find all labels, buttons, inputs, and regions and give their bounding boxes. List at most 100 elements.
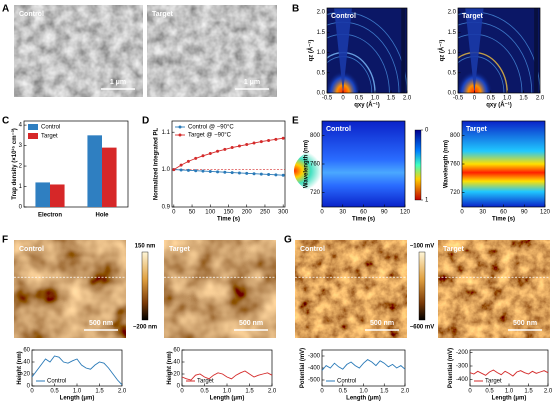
point	[208, 169, 212, 173]
x-tick-label: 50	[189, 210, 196, 216]
x-tick-label: 150	[223, 210, 234, 216]
y-tick-label: 1	[19, 184, 23, 190]
point	[267, 138, 271, 142]
heatmap-image	[462, 121, 545, 207]
y-tick-label: -500	[308, 378, 321, 384]
image-label: Control	[19, 11, 44, 18]
x-tick-label: 0	[468, 389, 472, 395]
y-tick-label: 2.0	[317, 10, 326, 16]
y-tick-label: 0.0	[448, 91, 457, 97]
legend-swatch	[28, 124, 38, 130]
x-tick-label: 0.5	[485, 389, 494, 395]
legend-label: Target	[197, 379, 214, 385]
legend-label: Control	[337, 379, 356, 385]
giwaxs-image	[327, 8, 407, 93]
panel-letter: G	[284, 235, 292, 246]
plot-frame	[326, 7, 408, 94]
legend-label: Target	[41, 134, 58, 140]
image-label: Control	[300, 246, 325, 253]
point	[216, 170, 220, 174]
point	[245, 143, 249, 147]
panel-letter: E	[292, 116, 299, 127]
panel-letter: F	[2, 235, 8, 246]
x-tick-label: 0	[473, 96, 477, 102]
point	[252, 141, 256, 145]
y-tick-label: 1.5	[448, 30, 457, 36]
x-tick-label: 0.5	[50, 389, 59, 395]
x-axis-label: Time (s)	[217, 217, 240, 223]
y-tick-label: 20	[23, 372, 30, 378]
beamstop-shadow	[465, 8, 484, 93]
y-axis-label: Potential (mV)	[300, 348, 306, 388]
x-tick-label: 0	[180, 389, 184, 395]
y-tick-label: 40	[23, 360, 30, 366]
colorbar-min-label: −600 mV	[410, 325, 435, 331]
plot-frame	[457, 7, 541, 94]
x-tick-label: Hole	[95, 213, 109, 219]
x-tick-label: 2.0	[118, 389, 127, 395]
point	[259, 140, 263, 144]
x-tick-label: 0	[460, 210, 464, 216]
detector-gap	[534, 8, 539, 93]
point	[237, 144, 241, 148]
point	[230, 146, 234, 150]
legend-label: Control	[41, 125, 60, 131]
point	[194, 156, 198, 160]
point	[230, 171, 234, 175]
micrograph-image	[14, 5, 143, 97]
y-axis-label: Height (nm)	[17, 351, 23, 384]
x-axis-label: Length (μm)	[346, 396, 381, 402]
x-tick-label: 1.5	[380, 389, 389, 395]
scale-bar-label: 500 nm	[239, 320, 263, 327]
point	[208, 152, 212, 156]
legend-swatch	[28, 133, 38, 139]
micrograph-image	[147, 5, 277, 97]
point	[252, 172, 256, 176]
y-tick-label: 760	[450, 162, 461, 168]
x-tick-label: 1.5	[245, 389, 254, 395]
scale-bar-label: 500 nm	[89, 320, 113, 327]
micrograph-image	[295, 240, 407, 338]
point	[179, 163, 183, 167]
scale-bar-label: 1 μm	[244, 79, 260, 86]
legend-marker	[178, 133, 182, 137]
x-tick-label: -0.5	[322, 96, 333, 102]
series-line	[469, 369, 549, 377]
x-tick-label: 60	[500, 210, 507, 216]
point	[186, 168, 190, 172]
series-line	[31, 355, 123, 386]
legend-label: Target	[485, 379, 502, 385]
panel-letter: A	[2, 4, 9, 15]
point	[216, 149, 220, 153]
x-tick-label: 100	[205, 210, 216, 216]
plot-label: Target	[462, 13, 484, 20]
point	[223, 170, 227, 174]
colorbar	[141, 251, 149, 321]
point	[267, 172, 271, 176]
colorbar-min-label: −200 nm	[133, 325, 157, 331]
y-tick-label: 60	[173, 348, 180, 354]
x-axis-label: Time (s)	[492, 217, 515, 223]
point	[281, 136, 285, 140]
plot-label: Control	[326, 126, 351, 133]
y-tick-label: 720	[310, 190, 321, 196]
x-axis-label: Length (μm)	[210, 396, 245, 402]
legend-marker	[178, 125, 182, 129]
image-label: Control	[19, 246, 44, 253]
x-tick-label: 60	[360, 210, 367, 216]
panel-letter: C	[2, 116, 9, 127]
plot-frame	[181, 349, 273, 387]
bar	[35, 182, 50, 207]
image-label: Target	[169, 246, 191, 253]
micrograph-image	[164, 240, 276, 338]
y-tick-label: 0.0	[317, 91, 326, 97]
y-axis-label: qz (Å⁻¹)	[438, 40, 445, 62]
y-axis-label: Height (nm)	[167, 351, 173, 384]
x-tick-label: 0.5	[355, 96, 364, 102]
series-line	[173, 137, 284, 170]
point	[194, 169, 198, 173]
x-tick-label: 1.5	[95, 389, 104, 395]
x-axis-label: qxy (Å⁻¹)	[354, 102, 380, 109]
